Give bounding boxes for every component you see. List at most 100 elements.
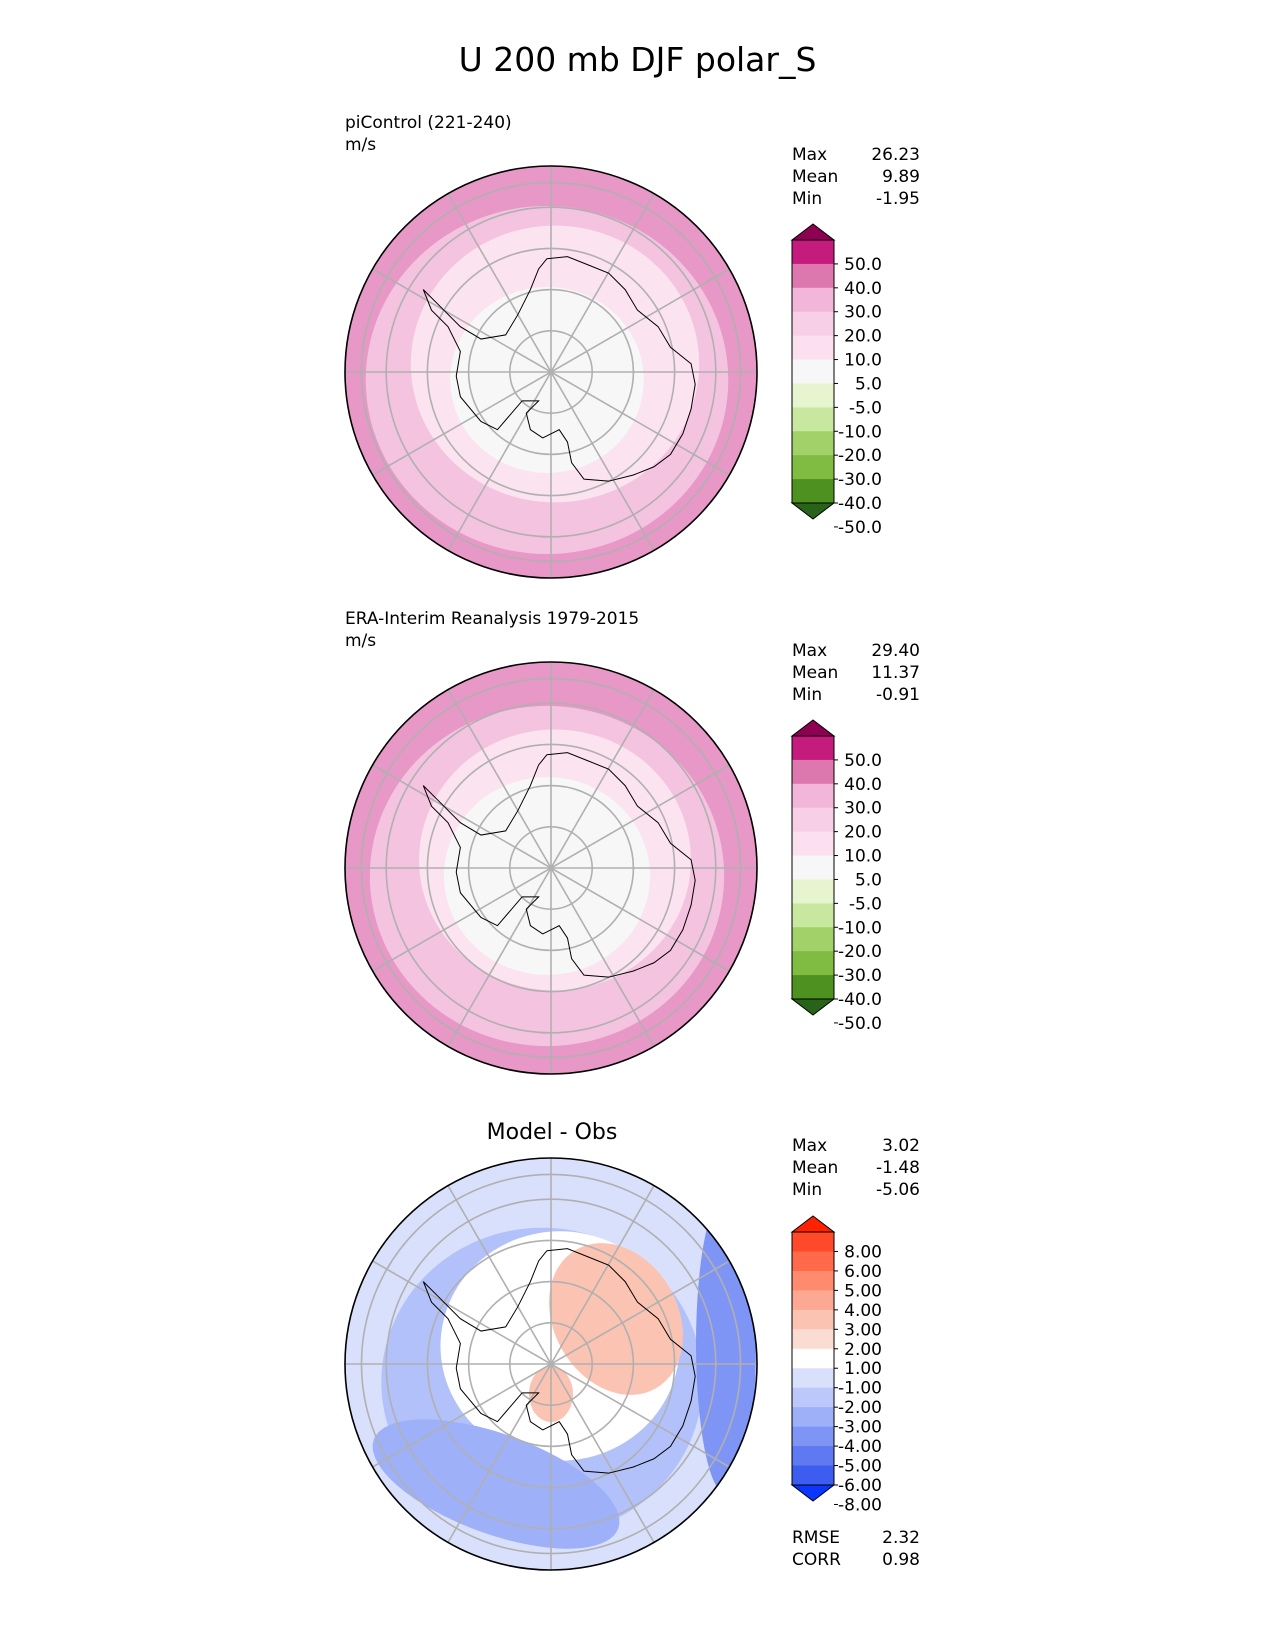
- negative-anomaly: [372, 1419, 620, 1549]
- colorbar-tick-label: 2.00: [844, 1340, 882, 1360]
- colorbar-bin: [792, 951, 834, 976]
- colorbar-tick-label: 30.0: [844, 303, 882, 323]
- colorbar-bin: [792, 479, 834, 504]
- stat-value: 26.23: [871, 145, 920, 165]
- field-contours: [345, 662, 757, 1074]
- colorbar-tick-label: -10.0: [838, 422, 882, 442]
- colorbar-extend-min: [790, 502, 836, 520]
- stat-label: Min: [792, 189, 823, 209]
- graticule: [345, 166, 757, 578]
- stat-row-min: Min -0.91: [792, 684, 920, 706]
- colorbar-bin: [792, 1446, 834, 1467]
- colorbar-tick-label: 40.0: [844, 775, 882, 795]
- colorbar-tick-label: 40.0: [844, 279, 882, 299]
- colorbar-bin: [792, 431, 834, 456]
- colorbar-frame: [791, 239, 835, 504]
- colorbar-bin: [792, 1387, 834, 1408]
- colorbar-bin: [792, 759, 834, 785]
- colorbar-tick-label: -4.00: [838, 1437, 882, 1457]
- stat-label: CORR: [792, 1550, 841, 1570]
- colorbar-tick-label: 10.0: [844, 847, 882, 867]
- colorbar-tick-label: 1.00: [844, 1359, 882, 1379]
- colorbar-tick-label: 3.00: [844, 1320, 882, 1340]
- colorbar-bin: [792, 736, 834, 761]
- colorbar-tick-label: -2.00: [838, 1398, 882, 1418]
- coastline-antarctica: [422, 752, 696, 978]
- figure-title: U 200 mb DJF polar_S: [458, 40, 817, 79]
- colorbar-tick-label: 50.0: [844, 255, 882, 275]
- colorbar-tick-label: -40.0: [838, 494, 882, 514]
- positive-anomaly: [549, 1243, 683, 1395]
- colorbar-bin: [792, 287, 834, 313]
- colorbar-bin: [792, 927, 834, 952]
- colorbar-tick-label: -3.00: [838, 1418, 882, 1438]
- colorbar: 8.006.005.004.003.002.001.00-1.00-2.00-3…: [790, 1215, 882, 1515]
- colorbar-bin: [792, 831, 834, 857]
- colorbar-bin: [792, 855, 834, 880]
- stat-label: Max: [792, 1136, 828, 1156]
- panel-1-units: m/s: [345, 135, 377, 155]
- colorbar-bin: [792, 359, 834, 384]
- stat-value: 11.37: [871, 663, 920, 683]
- map-border: [344, 165, 758, 579]
- colorbar-tick-label: 5.00: [844, 1281, 882, 1301]
- colorbar-extend-max: [790, 1215, 836, 1233]
- colorbar-bin: [792, 263, 834, 289]
- colorbar-extend-min: [790, 998, 836, 1016]
- colorbar-extend-min: [790, 1484, 836, 1502]
- stat-row-max: Max 26.23: [792, 144, 920, 166]
- colorbar: 50.0 40.0 30.0 20.0 10.0 5.0 -5.0 -10.0 -20.0 -30…: [790, 719, 882, 1034]
- colorbar-tick-label: -50.0: [838, 518, 882, 538]
- colorbar-tick-label: -5.0: [849, 398, 882, 418]
- colorbar-bin: [792, 975, 834, 1000]
- colorbar-extend-max: [790, 719, 836, 737]
- map-panel-era-interim: 50.0 40.0 30.0 20.0 10.0 5.0 -5.0 -10.0 -20.0 -30…: [344, 661, 882, 1075]
- stat-label: Mean: [792, 167, 839, 187]
- stat-value: 29.40: [871, 641, 920, 661]
- map-panel-picontrol: 50.0 40.0 30.0 20.0 10.0 5.0 -5.0 -10.0 -20.0 -30…: [344, 165, 882, 579]
- colorbar-tick-label: -20.0: [838, 446, 882, 466]
- colorbar-tick-label: -5.0: [849, 894, 882, 914]
- colorbar-bin: [792, 383, 834, 408]
- panel-2-title: ERA-Interim Reanalysis 1979-2015: [345, 609, 640, 629]
- stat-value: -5.06: [876, 1180, 920, 1200]
- stat-label: Max: [792, 641, 828, 661]
- meridian-line: [447, 193, 655, 551]
- stat-label: Min: [792, 1180, 823, 1200]
- stat-label: RMSE: [792, 1528, 841, 1548]
- colorbar-tick-label: 5.0: [855, 374, 882, 394]
- stat-label: Min: [792, 685, 823, 705]
- colorbar-bin: [792, 879, 834, 904]
- panel-1-title: piControl (221-240): [345, 113, 512, 133]
- colorbar-frame: [791, 735, 835, 1000]
- stat-row-min: Min -5.06: [792, 1179, 920, 1201]
- colorbar-tick-label: -6.00: [838, 1476, 882, 1496]
- stat-value: -1.48: [876, 1158, 920, 1178]
- graticule: [345, 1158, 757, 1570]
- stat-value: -1.95: [876, 189, 920, 209]
- colorbar-tick-label: -8.00: [838, 1495, 882, 1515]
- map-border: [344, 1157, 758, 1571]
- colorbar-tick-label: -30.0: [838, 966, 882, 986]
- negative-anomaly: [696, 1194, 756, 1494]
- colorbar-bin: [792, 1368, 834, 1389]
- coastline-antarctica: [422, 256, 696, 482]
- colorbar-tick-label: 50.0: [844, 751, 882, 771]
- stat-row-corr: CORR 0.98: [792, 1549, 920, 1571]
- map-border: [344, 661, 758, 1075]
- meridian-line: [447, 1185, 655, 1543]
- panel-1-stats: Max 26.23 Mean 9.89 Min -1.95: [792, 144, 920, 210]
- stat-label: Mean: [792, 1158, 839, 1178]
- stat-row-min: Min -1.95: [792, 188, 920, 210]
- stat-row-mean: Mean 9.89: [792, 166, 920, 188]
- colorbar-tick-label: 8.00: [844, 1242, 882, 1262]
- colorbar-bin: [792, 1251, 834, 1272]
- colorbar-bin: [792, 1465, 834, 1486]
- colorbar-extend-max: [790, 223, 836, 241]
- stat-row-rmse: RMSE 2.32: [792, 1527, 920, 1549]
- panel-3-stats: Max 3.02 Mean -1.48 Min -5.06: [792, 1135, 920, 1201]
- colorbar-bin: [792, 1290, 834, 1311]
- colorbar-tick-label: 10.0: [844, 351, 882, 371]
- colorbar-tick-label: -5.00: [838, 1457, 882, 1477]
